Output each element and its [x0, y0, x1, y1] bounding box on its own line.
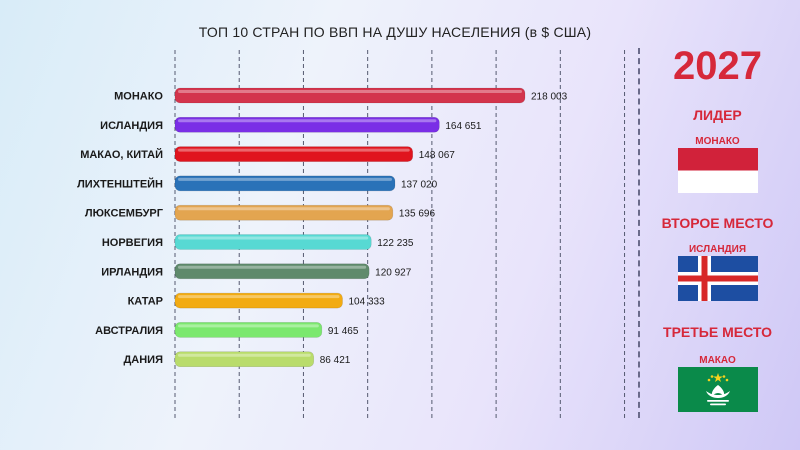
value-label: 137 020	[401, 179, 438, 190]
bar	[174, 204, 394, 221]
panel-divider	[638, 48, 640, 418]
value-label: 135 696	[399, 209, 436, 220]
bar-highlight	[178, 90, 523, 93]
category-label: ЛЮКСЕМБУРГ	[85, 208, 164, 220]
category-label: МАКАО, КИТАЙ	[80, 148, 163, 161]
value-label: 164 651	[445, 121, 482, 132]
category-label: МОНАКО	[114, 91, 163, 103]
bar-highlight	[178, 265, 367, 269]
bar	[174, 351, 315, 368]
bar-highlight	[178, 148, 410, 152]
first-place-heading: ЛИДЕР	[693, 107, 742, 123]
third-place-heading: ТРЕТЬЕ МЕСТО	[663, 324, 772, 340]
year-label: 2027	[673, 44, 762, 88]
category-label: ИРЛАНДИЯ	[101, 266, 163, 278]
macau-flag-icon	[678, 367, 758, 412]
bar-highlight	[178, 177, 392, 181]
category-label: НОРВЕГИЯ	[102, 237, 163, 249]
category-label: ДАНИЯ	[123, 354, 163, 366]
bar	[174, 175, 396, 192]
value-label: 218 003	[531, 92, 568, 103]
bar	[174, 234, 372, 250]
bar-highlight	[178, 119, 437, 123]
second-place-heading: ВТОРОЕ МЕСТО	[661, 215, 774, 231]
bar-highlight	[178, 353, 311, 357]
value-label: 86 421	[320, 355, 351, 366]
bar-highlight	[178, 207, 390, 211]
value-label: 122 235	[377, 238, 414, 249]
bar	[174, 146, 414, 162]
bar	[174, 322, 323, 338]
category-label: КАТАР	[128, 296, 163, 308]
bar-highlight	[178, 295, 340, 299]
bar-chart: МОНАКО 218 003 ИСЛАНДИЯ 164 651 МАКАО, КИТАЙ…	[77, 50, 626, 418]
value-label: 120 927	[375, 267, 412, 278]
value-label: 148 067	[419, 150, 456, 161]
bar-highlight	[178, 324, 319, 328]
iceland-flag-icon	[678, 256, 758, 301]
bar	[174, 292, 343, 309]
category-label: ЛИХТЕНШТЕЙН	[77, 177, 163, 190]
monaco-flag-icon	[678, 148, 758, 193]
value-label: 91 465	[328, 326, 359, 337]
bar-highlight	[178, 236, 369, 240]
third-place-country: МАКАО	[699, 355, 736, 366]
bar	[174, 87, 526, 104]
bar	[174, 117, 440, 133]
second-place-country: ИСЛАНДИЯ	[688, 244, 747, 255]
bar	[174, 263, 370, 280]
chart-title: ТОП 10 СТРАН ПО ВВП НА ДУШУ НАСЕЛЕНИЯ (в…	[198, 24, 592, 40]
category-label: АВСТРАЛИЯ	[95, 325, 163, 337]
first-place-country: МОНАКО	[695, 136, 740, 147]
category-label: ИСЛАНДИЯ	[100, 120, 163, 132]
value-label: 104 333	[349, 297, 386, 308]
